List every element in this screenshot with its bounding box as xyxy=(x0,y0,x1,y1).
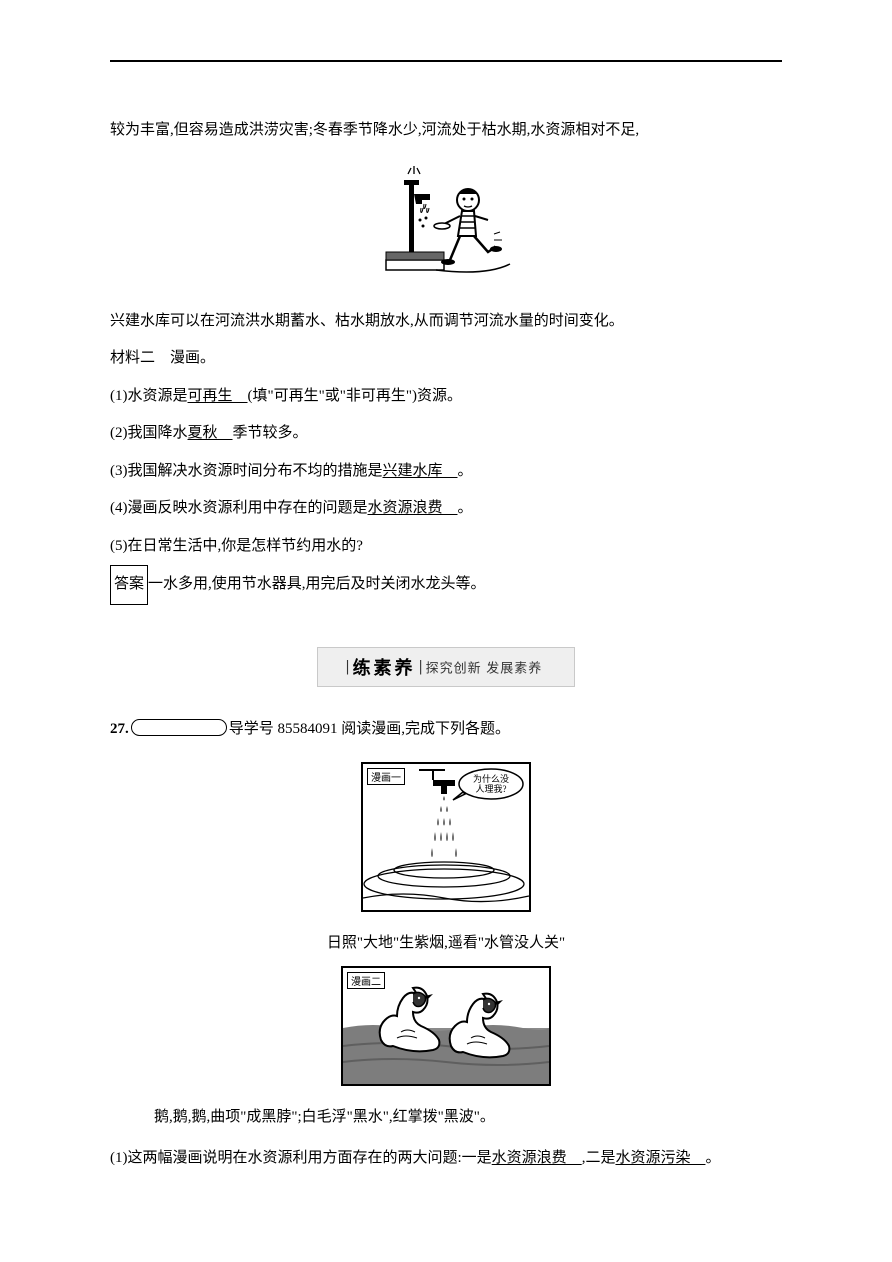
comic-two-wrap: 漫画二 xyxy=(110,966,782,1091)
q27-number: 27. xyxy=(110,721,129,737)
comic-one-caption: 日照"大地"生紫烟,遥看"水管没人关" xyxy=(110,931,782,952)
q27-pill-icon xyxy=(131,719,227,736)
q4-suffix: 。 xyxy=(458,500,473,516)
comic-one-label: 漫画一 xyxy=(367,768,405,785)
q3-suffix: 。 xyxy=(458,463,473,479)
banner-subtitle: 探究创新 发展素养 xyxy=(426,660,543,675)
banner-title: 练素养 xyxy=(353,658,416,678)
material-two-label: 材料二 漫画。 xyxy=(110,340,782,378)
q4-prefix: (4)漫画反映水资源利用中存在的问题是 xyxy=(110,500,368,516)
svg-text:人理我?: 人理我? xyxy=(476,784,507,794)
q1-suffix: (填"可再生"或"非可再生")资源。 xyxy=(248,388,462,404)
question-5: (5)在日常生活中,你是怎样节约用水的? xyxy=(110,528,782,566)
question-5-answer: 答案一水多用,使用节水器具,用完后及时关闭水龙头等。 xyxy=(110,565,782,605)
q1-answer: 可再生 xyxy=(188,388,248,404)
comic-one-bubble-text: 为什么没 xyxy=(473,773,509,784)
q4-answer: 水资源浪费 xyxy=(368,500,458,516)
comic-two-label: 漫画二 xyxy=(347,972,385,989)
question-27-1: (1)这两幅漫画说明在水资源利用方面存在的两大问题:一是水资源浪费 ,二是水资源… xyxy=(110,1140,782,1178)
question-27: 27. 导学号 85584091 阅读漫画,完成下列各题。 xyxy=(110,711,782,749)
comic-two-frame: 漫画二 xyxy=(341,966,551,1086)
q5-answer-text: 一水多用,使用节水器具,用完后及时关闭水龙头等。 xyxy=(148,576,486,592)
cartoon-running-faucet xyxy=(376,164,516,289)
q2-prefix: (2)我国降水 xyxy=(110,425,188,441)
cartoon-running-faucet-wrap xyxy=(110,164,782,289)
q2-answer: 夏秋 xyxy=(188,425,233,441)
comic-one-frame: 漫画一 为什么没 人理我? xyxy=(361,762,531,912)
banner-sep-left: | xyxy=(346,658,350,675)
q27-1-answer2: 水资源污染 xyxy=(615,1150,705,1166)
comic-one-wrap: 漫画一 为什么没 人理我? xyxy=(110,762,782,917)
document-page: 较为丰富,但容易造成洪涝灾害;冬春季节降水少,河流处于枯水期,水资源相对不足, xyxy=(0,0,892,1218)
q3-answer: 兴建水库 xyxy=(383,463,458,479)
question-4: (4)漫画反映水资源利用中存在的问题是水资源浪费 。 xyxy=(110,490,782,528)
q1-prefix: (1)水资源是 xyxy=(110,388,188,404)
q27-1-answer1: 水资源浪费 xyxy=(492,1150,582,1166)
q3-prefix: (3)我国解决水资源时间分布不均的措施是 xyxy=(110,463,383,479)
q27-1-mid: ,二是 xyxy=(582,1150,616,1166)
banner-sep-right: | xyxy=(419,658,423,675)
q27-1-prefix: (1)这两幅漫画说明在水资源利用方面存在的两大问题:一是 xyxy=(110,1150,492,1166)
top-horizontal-rule xyxy=(110,60,782,62)
comic-two-caption: 鹅,鹅,鹅,曲项"成黑脖";白毛浮"黑水",红掌拨"黑波"。 xyxy=(110,1105,782,1126)
question-1: (1)水资源是可再生 (填"可再生"或"非可再生")资源。 xyxy=(110,378,782,416)
reservoir-paragraph: 兴建水库可以在河流洪水期蓄水、枯水期放水,从而调节河流水量的时间变化。 xyxy=(110,303,782,341)
banner-box: | 练素养 | 探究创新 发展素养 xyxy=(317,647,575,687)
section-banner: | 练素养 | 探究创新 发展素养 xyxy=(110,647,782,687)
question-2: (2)我国降水夏秋 季节较多。 xyxy=(110,415,782,453)
answer-label-box: 答案 xyxy=(110,565,148,605)
q27-1-suffix: 。 xyxy=(705,1150,720,1166)
question-3: (3)我国解决水资源时间分布不均的措施是兴建水库 。 xyxy=(110,453,782,491)
intro-paragraph: 较为丰富,但容易造成洪涝灾害;冬春季节降水少,河流处于枯水期,水资源相对不足, xyxy=(110,112,782,150)
q2-suffix: 季节较多。 xyxy=(233,425,308,441)
q27-guide-text: 导学号 85584091 阅读漫画,完成下列各题。 xyxy=(229,721,510,737)
